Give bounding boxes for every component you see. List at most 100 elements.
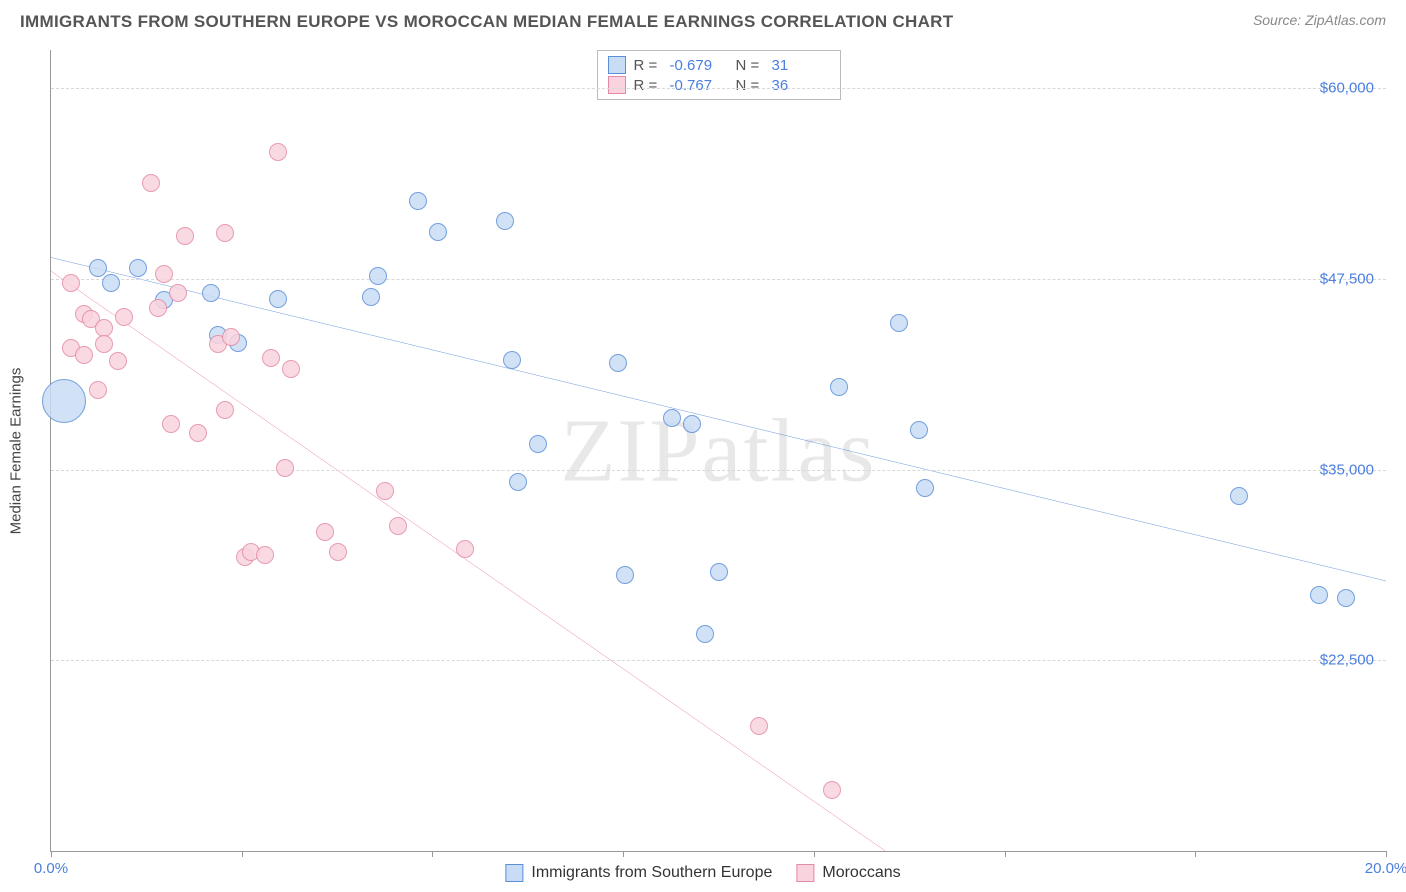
data-point [222,328,240,346]
data-point [890,314,908,332]
data-point [262,349,280,367]
n-label: N = [736,77,764,94]
data-point [269,143,287,161]
data-point [1230,487,1248,505]
trend-line [51,257,1386,580]
source-attribution: Source: ZipAtlas.com [1253,12,1386,28]
legend-swatch [608,56,626,74]
data-point [216,401,234,419]
legend-series-name: Moroccans [822,864,900,882]
data-point [129,259,147,277]
data-point [683,415,701,433]
n-label: N = [736,57,764,74]
data-point [496,212,514,230]
x-tick-mark [51,851,52,857]
data-point [1337,589,1355,607]
x-tick-mark [242,851,243,857]
data-point [142,174,160,192]
x-tick-label: 0.0% [34,860,68,877]
y-axis-label: Median Female Earnings [8,368,25,535]
legend-swatch [505,864,523,882]
data-point [750,717,768,735]
data-point [155,265,173,283]
data-point [169,284,187,302]
data-point [329,543,347,561]
r-value: -0.767 [670,77,728,94]
data-point [95,335,113,353]
data-point [102,274,120,292]
data-point [95,319,113,337]
data-point [149,299,167,317]
data-point [316,523,334,541]
data-point [529,435,547,453]
data-point [823,781,841,799]
data-point [62,274,80,292]
data-point [916,479,934,497]
x-tick-mark [1386,851,1387,857]
data-point [109,352,127,370]
x-tick-label: 20.0% [1365,860,1406,877]
data-point [276,459,294,477]
data-point [910,421,928,439]
data-point [89,259,107,277]
chart-title: IMMIGRANTS FROM SOUTHERN EUROPE VS MOROC… [20,12,953,32]
gridline [51,88,1386,89]
r-label: R = [634,57,662,74]
gridline [51,660,1386,661]
data-point [256,546,274,564]
data-point [115,308,133,326]
y-tick-label: $35,000 [1320,461,1374,478]
legend-series-name: Immigrants from Southern Europe [531,864,772,882]
r-label: R = [634,77,662,94]
x-tick-mark [623,851,624,857]
data-point [216,224,234,242]
data-point [369,267,387,285]
data-point [42,379,86,423]
data-point [710,563,728,581]
data-point [609,354,627,372]
gridline [51,470,1386,471]
trend-lines [51,50,1386,851]
r-value: -0.679 [670,57,728,74]
data-point [456,540,474,558]
source-label: Source: [1253,12,1301,28]
data-point [696,625,714,643]
data-point [663,409,681,427]
data-point [362,288,380,306]
data-point [189,424,207,442]
data-point [429,223,447,241]
y-tick-label: $22,500 [1320,652,1374,669]
n-value: 36 [772,77,830,94]
y-tick-label: $47,500 [1320,270,1374,287]
legend-stats-row: R = -0.679 N = 31 [608,55,830,75]
source-value: ZipAtlas.com [1305,12,1386,28]
legend-stats: R = -0.679 N = 31 R = -0.767 N = 36 [597,50,841,100]
x-tick-mark [1005,851,1006,857]
chart-area: ZIPatlas R = -0.679 N = 31 R = -0.767 N = 36 $2… [50,50,1386,852]
watermark: ZIPatlas [561,399,877,502]
data-point [409,192,427,210]
data-point [509,473,527,491]
x-tick-mark [814,851,815,857]
data-point [616,566,634,584]
data-point [75,346,93,364]
data-point [202,284,220,302]
data-point [89,381,107,399]
legend-series-row: Immigrants from Southern Europe [505,864,772,882]
n-value: 31 [772,57,830,74]
y-tick-label: $60,000 [1320,80,1374,97]
legend-swatch [608,76,626,94]
plot-area: ZIPatlas R = -0.679 N = 31 R = -0.767 N = 36 $2… [50,50,1386,852]
data-point [176,227,194,245]
data-point [1310,586,1328,604]
data-point [376,482,394,500]
legend-series: Immigrants from Southern Europe Moroccans [505,864,900,882]
legend-series-row: Moroccans [796,864,900,882]
data-point [282,360,300,378]
x-tick-mark [1195,851,1196,857]
gridline [51,279,1386,280]
x-tick-mark [432,851,433,857]
data-point [389,517,407,535]
legend-swatch [796,864,814,882]
data-point [503,351,521,369]
